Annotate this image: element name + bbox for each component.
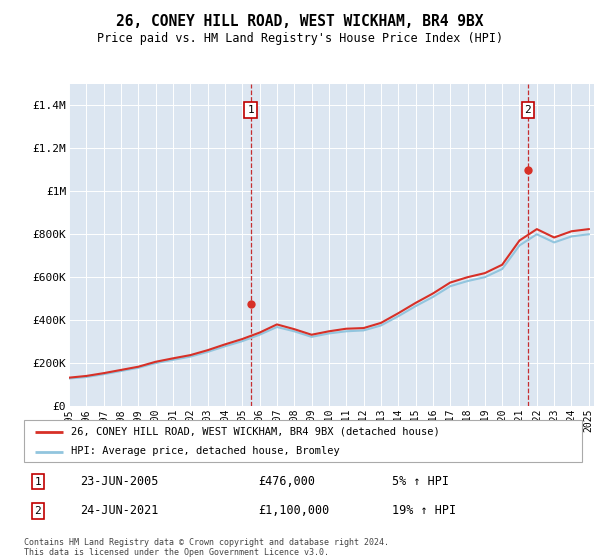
Text: 2: 2: [35, 506, 41, 516]
Text: 1: 1: [35, 477, 41, 487]
Text: 24-JUN-2021: 24-JUN-2021: [80, 505, 158, 517]
Text: £476,000: £476,000: [259, 475, 316, 488]
Text: 26, CONEY HILL ROAD, WEST WICKHAM, BR4 9BX: 26, CONEY HILL ROAD, WEST WICKHAM, BR4 9…: [116, 14, 484, 29]
Text: 1: 1: [247, 105, 254, 115]
Text: Price paid vs. HM Land Registry's House Price Index (HPI): Price paid vs. HM Land Registry's House …: [97, 32, 503, 45]
Text: 23-JUN-2005: 23-JUN-2005: [80, 475, 158, 488]
Text: 19% ↑ HPI: 19% ↑ HPI: [392, 505, 457, 517]
Text: £1,100,000: £1,100,000: [259, 505, 329, 517]
Text: 26, CONEY HILL ROAD, WEST WICKHAM, BR4 9BX (detached house): 26, CONEY HILL ROAD, WEST WICKHAM, BR4 9…: [71, 427, 440, 437]
Text: HPI: Average price, detached house, Bromley: HPI: Average price, detached house, Brom…: [71, 446, 340, 456]
Text: 2: 2: [524, 105, 531, 115]
Text: Contains HM Land Registry data © Crown copyright and database right 2024.
This d: Contains HM Land Registry data © Crown c…: [24, 538, 389, 557]
Text: 5% ↑ HPI: 5% ↑ HPI: [392, 475, 449, 488]
